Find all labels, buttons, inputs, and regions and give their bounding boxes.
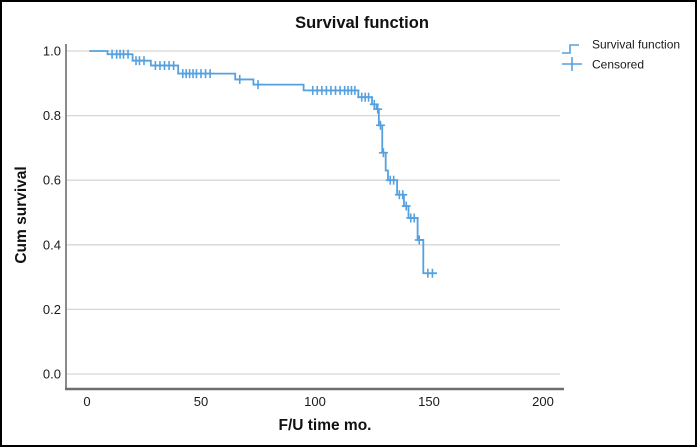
censored-mark	[364, 92, 374, 102]
y-tick-label: 1.0	[43, 44, 61, 59]
y-axis-title: Cum survival	[13, 166, 30, 263]
censored-mark	[409, 213, 419, 223]
censored-mark	[375, 120, 385, 130]
chart-title: Survival function	[295, 14, 429, 32]
x-tick-label: 100	[304, 394, 326, 409]
gridlines	[66, 50, 560, 375]
survival-function-line	[89, 50, 437, 275]
legend: Survival function Censored	[562, 38, 680, 72]
censored-mark	[398, 190, 408, 200]
x-tick-label: 150	[418, 394, 440, 409]
tick-labels: 0.0 0.2 0.4 0.6 0.8 1.0 0 50 100 150 200	[43, 44, 554, 410]
censored-mark	[235, 74, 245, 84]
step-line-icon	[562, 44, 579, 54]
x-tick-label: 50	[194, 394, 208, 409]
censored-mark	[373, 104, 383, 114]
y-tick-label: 0.4	[43, 237, 61, 252]
censored-marks	[107, 49, 437, 278]
x-tick-label: 0	[83, 394, 90, 409]
censored-mark	[350, 85, 360, 95]
censored-mark	[123, 49, 133, 59]
censored-mark	[389, 175, 399, 185]
censored-mark	[414, 235, 424, 245]
axes	[65, 44, 564, 391]
censored-mark	[378, 148, 388, 158]
survival-step-curve	[89, 50, 437, 275]
censored-mark	[401, 201, 411, 211]
censored-mark	[205, 69, 215, 79]
censored-mark	[253, 80, 263, 90]
y-tick-label: 0.0	[43, 367, 61, 382]
y-tick-label: 0.6	[43, 173, 61, 188]
legend-label-censored: Censored	[592, 58, 644, 72]
censored-mark	[427, 268, 437, 278]
censored-mark	[369, 99, 379, 109]
x-axis-title: F/U time mo.	[278, 417, 371, 434]
plus-icon	[562, 57, 582, 71]
y-tick-label: 0.8	[43, 108, 61, 123]
x-tick-label: 200	[532, 394, 554, 409]
y-tick-label: 0.2	[43, 302, 61, 317]
censored-mark	[139, 56, 149, 66]
legend-label-survival: Survival function	[592, 38, 680, 52]
censored-mark	[169, 61, 179, 71]
